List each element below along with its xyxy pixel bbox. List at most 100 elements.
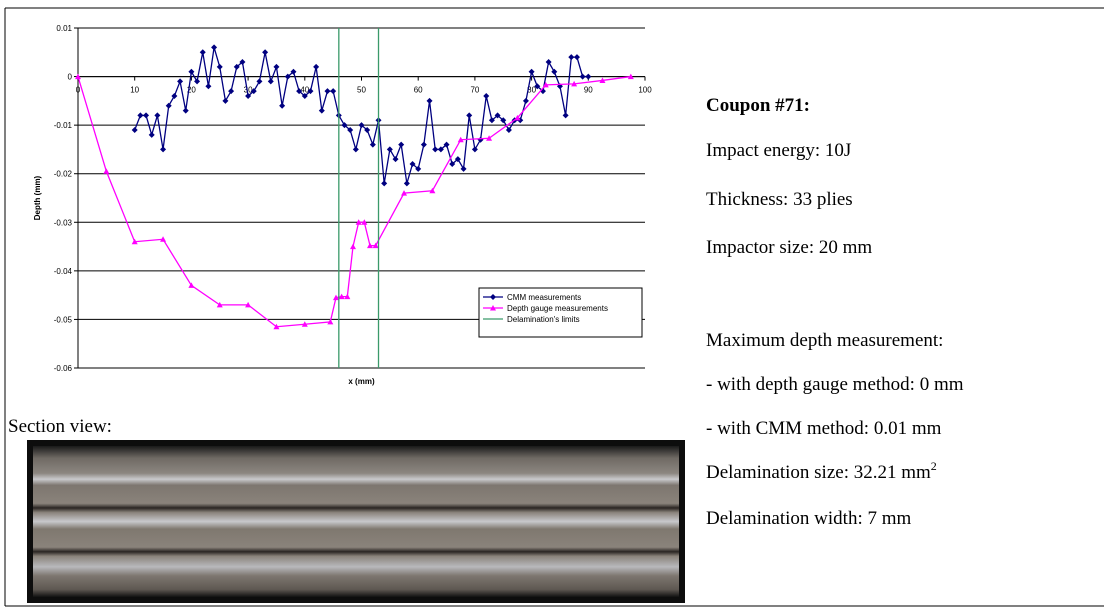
- x-tick-label: 10: [130, 86, 139, 95]
- info-item: Impactor size: 20 mm: [706, 237, 872, 258]
- y-tick-label: -0.01: [54, 121, 73, 130]
- cmm-point: [182, 107, 189, 114]
- cmm-point: [466, 112, 473, 119]
- cmm-point: [256, 78, 263, 85]
- x-tick-label: 30: [244, 86, 253, 95]
- x-tick-label: 100: [638, 86, 652, 95]
- cmm-point: [131, 127, 138, 133]
- cmm-point: [284, 73, 291, 80]
- info-item: Maximum depth measurement:: [706, 330, 943, 351]
- cmm-point: [330, 88, 337, 95]
- x-tick-label: 50: [357, 86, 366, 95]
- gauge-point: [571, 80, 578, 87]
- cmm-point: [245, 93, 252, 99]
- x-axis-label: x (mm): [348, 377, 375, 386]
- cmm-point: [381, 180, 388, 187]
- cmm-point: [205, 83, 212, 90]
- cmm-point: [171, 93, 178, 99]
- cmm-point: [307, 88, 314, 95]
- cmm-point: [415, 165, 422, 172]
- gauge-point: [361, 219, 368, 225]
- gauge-point: [344, 293, 351, 300]
- cmm-point: [301, 93, 308, 99]
- cmm-point: [364, 127, 371, 133]
- gauge-point: [486, 135, 493, 141]
- cmm-point: [449, 161, 456, 167]
- y-tick-label: 0: [68, 73, 73, 82]
- legend-label: CMM measurements: [507, 293, 581, 302]
- gauge-point: [160, 236, 167, 242]
- cmm-point: [500, 117, 507, 124]
- gauge-point: [627, 73, 634, 80]
- cmm-point: [148, 131, 155, 138]
- cmm-point: [392, 156, 399, 163]
- cmm-point: [483, 93, 490, 99]
- cmm-point: [562, 112, 569, 119]
- gauge-point: [75, 73, 81, 80]
- y-tick-label: 0.01: [56, 24, 72, 33]
- cmm-point: [352, 146, 359, 153]
- cmm-point: [143, 112, 150, 119]
- cmm-point: [426, 97, 433, 104]
- section-label: Section view:: [8, 416, 112, 437]
- cmm-point: [568, 54, 575, 61]
- cmm-point: [273, 63, 280, 70]
- cmm-point: [137, 112, 144, 119]
- info-item: - with CMM method: 0.01 mm: [706, 418, 942, 439]
- cmm-point: [267, 78, 274, 85]
- cmm-point: [573, 54, 580, 61]
- gauge-point: [599, 77, 606, 83]
- cmm-point: [228, 88, 235, 95]
- cmm-point: [290, 68, 297, 75]
- y-tick-label: -0.04: [54, 267, 73, 276]
- gauge-point: [429, 187, 436, 194]
- gauge-point: [367, 242, 374, 249]
- gauge-point: [542, 81, 549, 88]
- gauge-point: [349, 243, 356, 250]
- info-item: Impact energy: 10J: [706, 140, 851, 161]
- gauge-point: [332, 294, 339, 301]
- cmm-point: [545, 59, 552, 65]
- info-block: Coupon #71: Impact energy: 10J Thickness: …: [706, 95, 964, 529]
- info-item: Thickness: 33 plies: [706, 189, 853, 210]
- legend-box: [478, 287, 643, 338]
- gauge-point: [327, 318, 334, 325]
- cmm-point: [296, 88, 303, 95]
- cmm-point: [551, 68, 558, 75]
- cmm-point: [443, 141, 450, 148]
- cmm-point: [454, 156, 461, 163]
- cmm-point: [199, 49, 206, 56]
- y-tick-label: -0.02: [54, 170, 73, 179]
- gauge-point: [372, 242, 379, 249]
- cmm-point: [211, 44, 218, 51]
- cmm-point: [420, 141, 427, 148]
- y-tick-label: -0.06: [54, 364, 73, 373]
- x-tick-label: 70: [470, 86, 479, 95]
- cmm-point: [318, 107, 325, 114]
- info-item: - with depth gauge method: 0 mm: [706, 374, 964, 395]
- cmm-point: [369, 141, 376, 148]
- x-tick-label: 40: [300, 86, 309, 95]
- cmm-point: [358, 122, 365, 129]
- x-tick-label: 0: [76, 86, 81, 95]
- series-line: [338, 28, 380, 368]
- cmm-point: [471, 146, 478, 153]
- gauge-point: [216, 301, 223, 308]
- gauge-point: [401, 190, 408, 196]
- cmm-point: [398, 141, 405, 148]
- cmm-point: [460, 165, 467, 172]
- cmm-point: [528, 68, 535, 75]
- cmm-point: [341, 122, 348, 129]
- cmm-point: [154, 112, 161, 119]
- cmm-point: [188, 68, 195, 75]
- gauge-point: [131, 238, 138, 245]
- gauge-point: [355, 219, 362, 225]
- cmm-point: [505, 127, 512, 133]
- cmm-point: [534, 83, 541, 90]
- cmm-point: [432, 146, 439, 153]
- legend-marker: [490, 294, 496, 300]
- y-axis-label: Depth (mm): [33, 175, 42, 220]
- x-tick-label: 60: [414, 86, 423, 95]
- x-tick-label: 90: [584, 86, 593, 95]
